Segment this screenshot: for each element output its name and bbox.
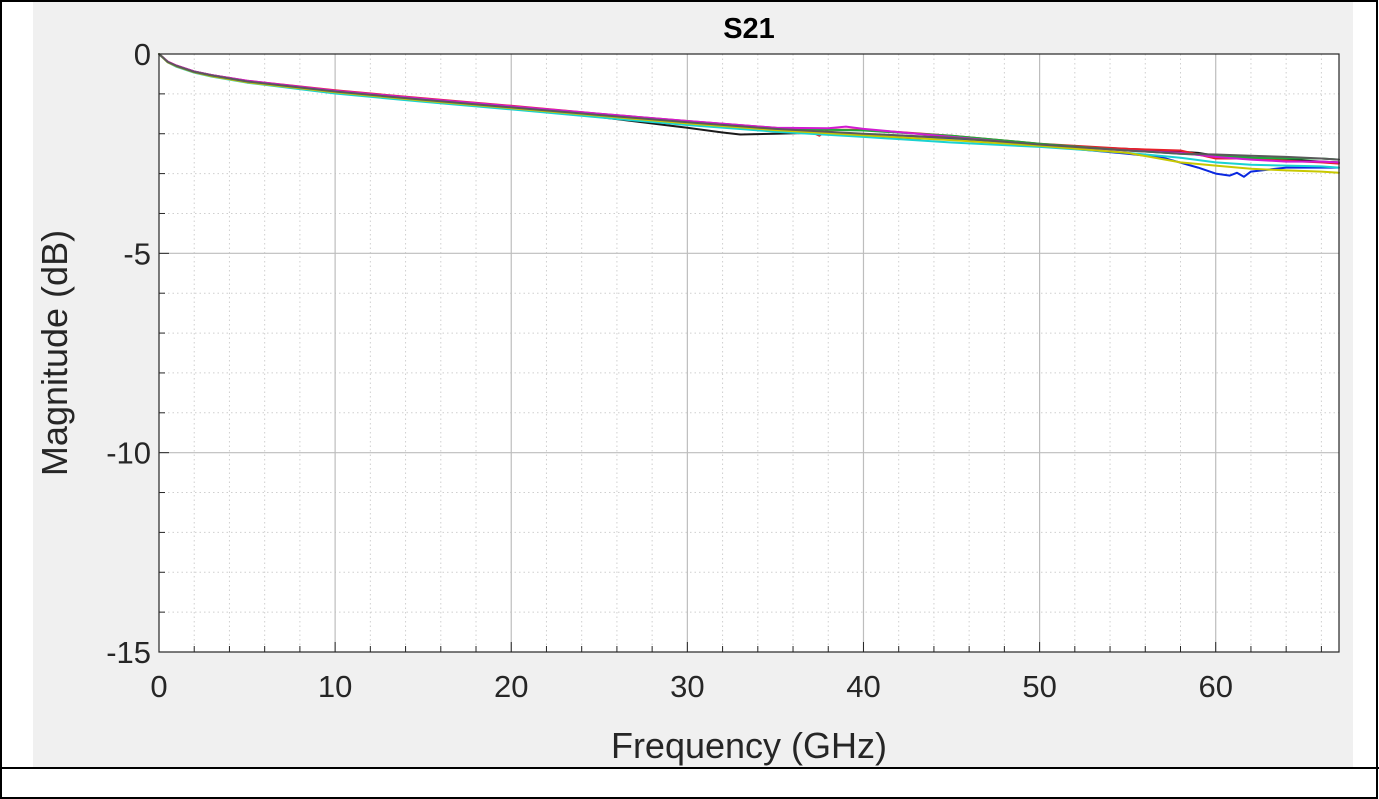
y-tick-labels: 0 -5 -10 -15 — [106, 37, 151, 670]
x-tick-label: 50 — [1022, 669, 1056, 704]
y-axis-label: Magnitude (dB) — [34, 230, 75, 476]
chart-title: S21 — [723, 13, 775, 45]
x-tick-label: 30 — [670, 669, 704, 704]
tick-marks — [158, 53, 1322, 653]
y-tick-label: 0 — [134, 37, 151, 72]
series-line-8 — [158, 53, 1340, 161]
x-tick-label: 10 — [318, 669, 352, 704]
x-tick-label: 60 — [1198, 669, 1232, 704]
x-tick-label: 0 — [150, 669, 167, 704]
x-tick-label: 40 — [846, 669, 880, 704]
x-tick-labels: 0 10 20 30 40 50 60 — [150, 669, 1233, 704]
y-tick-label: -10 — [106, 436, 151, 471]
x-tick-label: 20 — [494, 669, 528, 704]
minor-grid — [159, 54, 1339, 652]
y-tick-label: -5 — [123, 236, 151, 271]
plot-box — [158, 53, 1340, 653]
series-group — [158, 53, 1340, 178]
x-axis-label: Frequency (GHz) — [611, 725, 887, 766]
y-tick-label: -15 — [106, 635, 151, 670]
plot-area — [159, 54, 1339, 652]
